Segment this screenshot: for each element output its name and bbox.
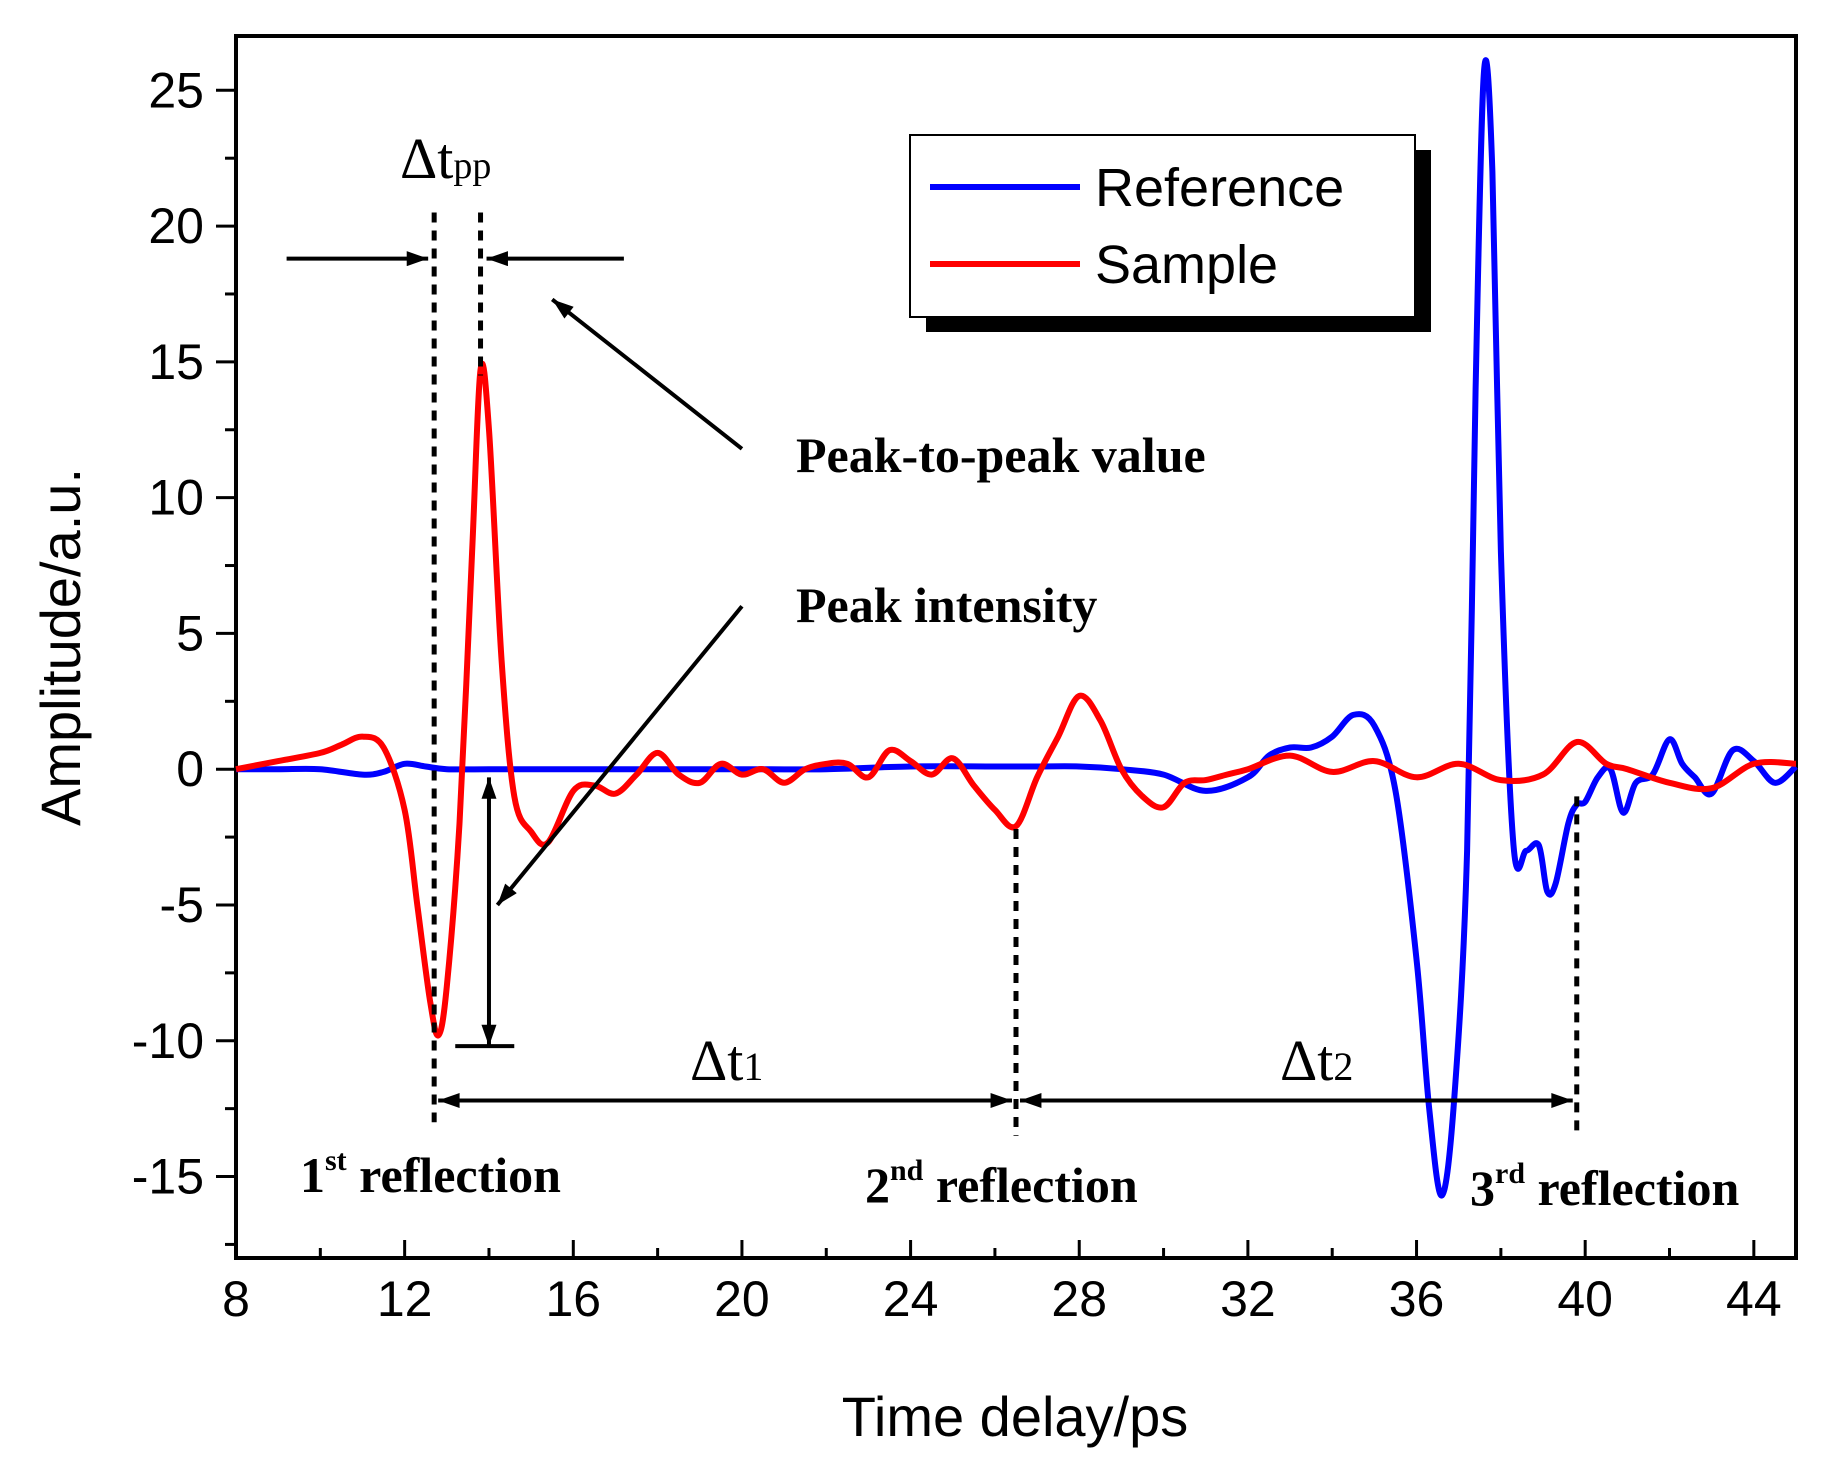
- dt2-label: Δt2: [1280, 1028, 1353, 1093]
- reflection-1-label: 1st reflection: [300, 1144, 561, 1203]
- plot-frame: [234, 34, 1798, 1260]
- x-tick-label: 40: [1557, 1271, 1613, 1327]
- x-tick-label: 8: [222, 1271, 250, 1327]
- reflection-3-label: 3rd reflection: [1470, 1157, 1739, 1216]
- annotation-lines: [286, 212, 1580, 1136]
- series-line-sample: [235, 360, 1797, 1039]
- x-tick-label: 20: [714, 1271, 770, 1327]
- y-tick-label: 20: [148, 198, 204, 254]
- dt1-label: Δt1: [690, 1028, 763, 1093]
- x-tick-label: 32: [1220, 1271, 1276, 1327]
- dtpp-main: Δt: [400, 126, 453, 191]
- peak-to-peak-label: Peak-to-peak value: [796, 427, 1206, 483]
- legend-label-sample: Sample: [1095, 235, 1278, 295]
- x-tick-label: 16: [545, 1271, 601, 1327]
- reflection-1-num: 1: [300, 1147, 325, 1203]
- y-tick-label: -10: [132, 1013, 204, 1069]
- dtpp-label: Δtpp: [400, 126, 491, 191]
- x-tick-label: 24: [883, 1271, 939, 1327]
- y-tick-label: 10: [148, 470, 204, 526]
- reflection-3-word: reflection: [1525, 1160, 1739, 1216]
- peak-intensity-pointer-arrow: [495, 604, 744, 907]
- y-tick-label: 0: [176, 741, 204, 797]
- peak-intensity-label: Peak intensity: [796, 577, 1097, 633]
- legend-box: [909, 134, 1416, 318]
- reflection-2-label: 2nd reflection: [865, 1154, 1138, 1213]
- axis-ticks: [216, 88, 1756, 1258]
- dt2-main: Δt: [1280, 1028, 1333, 1093]
- x-tick-label: 12: [377, 1271, 433, 1327]
- y-tick-label: 5: [176, 605, 204, 661]
- y-axis-label: Amplitude/a.u.: [29, 468, 92, 826]
- dt1-main: Δt: [690, 1028, 743, 1093]
- dtpp-sub: pp: [453, 145, 491, 187]
- reflection-2-sup: nd: [890, 1154, 924, 1187]
- legend-label-reference: Reference: [1095, 158, 1344, 218]
- reflection-2-num: 2: [865, 1157, 890, 1213]
- x-tick-label: 44: [1726, 1271, 1782, 1327]
- reflection-3-sup: rd: [1495, 1157, 1525, 1190]
- peak-to-peak-pointer-arrow: [550, 297, 744, 451]
- legend: Reference Sample: [909, 134, 1431, 332]
- y-tick-label: 25: [148, 62, 204, 118]
- series-layer: [235, 57, 1799, 1199]
- reflection-1-word: reflection: [347, 1147, 561, 1203]
- reflection-3-num: 3: [1470, 1160, 1495, 1216]
- x-tick-label: 28: [1051, 1271, 1107, 1327]
- y-tick-label: 15: [148, 334, 204, 390]
- x-axis-label: Time delay/ps: [842, 1385, 1189, 1448]
- reflection-2-word: reflection: [923, 1157, 1137, 1213]
- series-line-reference: [236, 57, 1799, 1199]
- y-tick-label: -15: [132, 1149, 204, 1205]
- dt1-sub: 1: [743, 1044, 763, 1089]
- dt2-sub: 2: [1333, 1044, 1353, 1089]
- y-tick-label: -5: [160, 877, 204, 933]
- x-tick-label: 36: [1389, 1271, 1445, 1327]
- reflection-1-sup: st: [325, 1144, 347, 1177]
